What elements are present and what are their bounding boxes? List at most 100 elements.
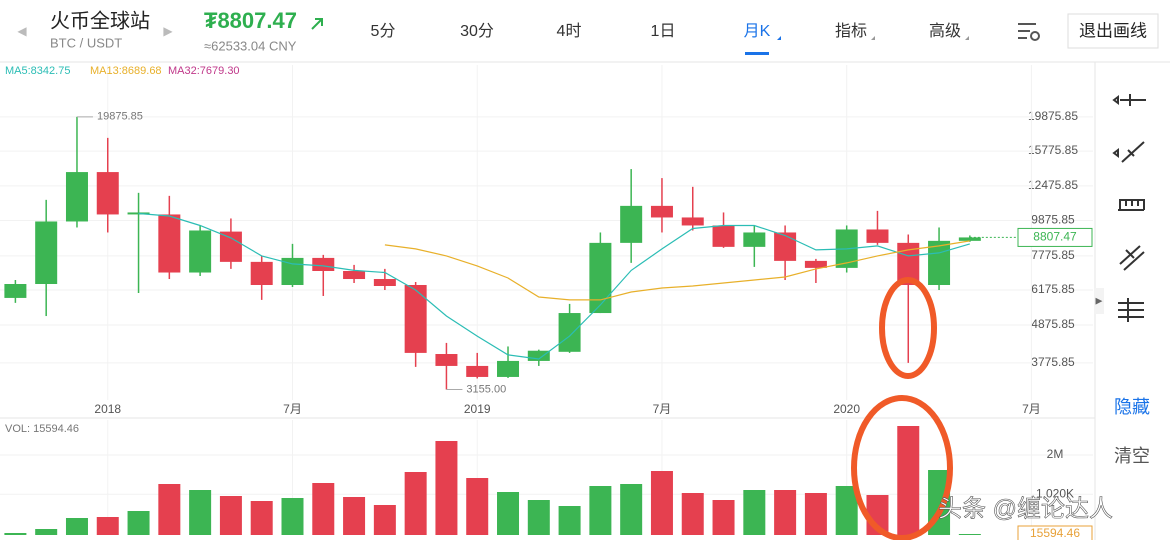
collapse-tab[interactable] [1094,288,1104,314]
volume-title: VOL: 15594.46 [5,423,79,435]
volume-bar [189,490,212,535]
volume-bar [743,490,766,535]
candle-body [558,313,581,352]
y-tick-label: 9875.85 [1031,213,1075,227]
tab-underline [745,52,769,55]
y-tick-label: 19875.85 [1028,109,1078,123]
candle-body [65,172,88,222]
tool-channel[interactable] [1119,245,1145,271]
volume-bar [897,426,920,535]
high-label: 19875.85 [97,111,143,123]
exchange-title: 火币全球站 [50,9,150,32]
dropdown-caret [965,36,969,40]
volume-bar [958,534,981,535]
y-tick-label: 2M [1047,447,1064,461]
candle-body [866,229,889,243]
exit-label: 退出画线 [1079,21,1147,40]
tool-fib[interactable] [1118,298,1144,322]
candle-body [804,260,827,268]
candle-body [589,242,612,314]
candle-body [620,205,643,243]
volume-bar [712,500,735,535]
volume-bar [835,486,858,535]
candle-body [96,172,119,215]
collapse-arrow[interactable]: ▶ [1096,295,1103,305]
tool-ruler[interactable] [1118,199,1145,211]
volume-bar [158,484,181,535]
ma-legend: MA13:8689.68 [90,65,162,77]
exit-button[interactable] [1067,13,1159,49]
candle-body [312,257,335,271]
pair: BTC / USDT [50,35,122,50]
tool-trendline[interactable] [1112,141,1145,163]
y-tick-label: 6175.85 [1031,282,1075,296]
volume-bar [250,501,273,535]
tool-hline[interactable] [1112,94,1146,106]
highlight-circle [879,277,937,379]
volume-bar [435,441,458,535]
tab[interactable]: 指标 [835,22,867,40]
price-tag-label: 8807.47 [1033,230,1077,244]
candle-body [712,225,735,247]
tab[interactable]: 高级 [929,22,961,40]
ma-line [384,240,970,301]
candle-body [650,205,673,218]
volume-bar [650,471,673,535]
candle-body [435,354,458,366]
candle-body [958,237,981,241]
tab[interactable]: 4时 [557,22,582,40]
dropdown-caret [871,36,875,40]
candle-body [219,231,242,262]
volume-bar [774,490,797,535]
tab[interactable]: 月K [744,23,771,40]
candle-body [35,221,58,285]
side-button[interactable]: 清空 [1114,446,1150,466]
y-tick-label: 1,020K [1036,486,1074,500]
toolbar [1112,94,1146,322]
candle-body [4,284,27,298]
volume-bar [558,506,581,535]
ma-legend: MA5:8342.75 [5,65,70,77]
volume-bar [466,478,489,535]
volume-bar [127,511,150,535]
candle-body [743,232,766,247]
candle-body [774,232,797,261]
volume-bar [4,533,27,535]
candle-body [527,350,550,361]
prev-arrow[interactable]: ◀ [17,24,27,38]
up-arrow [311,18,323,30]
candle-body [250,261,273,285]
y-tick-label: 7775.85 [1031,248,1075,262]
volume-bar [404,472,427,535]
candle-body [189,230,212,273]
volume-bar [620,484,643,535]
tab[interactable]: 5分 [371,22,396,40]
volume-bar [281,498,304,535]
x-tick-label: 2019 [464,402,491,416]
settings-icon[interactable] [1018,23,1040,41]
volume-bar [681,493,704,535]
volume-tag [1017,525,1093,540]
candle-body [404,284,427,353]
tab[interactable]: 30分 [460,22,494,40]
y-tick-label: 12475.85 [1028,178,1078,192]
ma-line [138,212,970,360]
cny-price: ≈62533.04 CNY [204,38,297,53]
watermark: 头条 @缠论达人 [938,495,1113,522]
low-label: 3155.00 [466,383,506,395]
candle-body [343,270,366,280]
tab[interactable]: 1日 [651,23,676,40]
plot: 19875.85 15775.85 12475.85 9875.85 7775.85 61… [0,65,1093,540]
volume-bar [96,517,119,535]
volume-bar [373,505,396,535]
volume-bar [589,486,612,535]
x-tick-label: 7月 [653,402,672,416]
next-arrow[interactable]: ▶ [163,24,173,38]
volume-bar [219,496,242,535]
candle-body [373,279,396,286]
volume-bar [497,492,520,535]
side-button[interactable]: 隐藏 [1114,397,1150,417]
candle-body [897,242,920,285]
ma-legend: MA32:7679.30 [168,65,240,77]
